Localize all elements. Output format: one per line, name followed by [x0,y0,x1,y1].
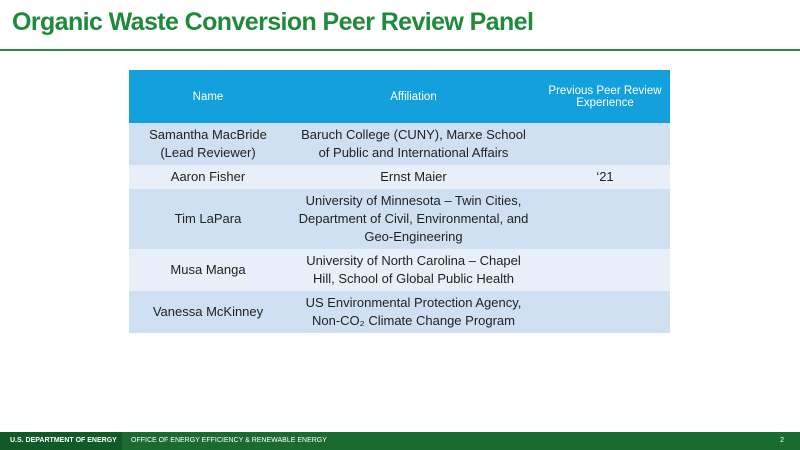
cell-experience [540,291,670,333]
office: OFFICE OF ENERGY EFFICIENCY & RENEWABLE … [131,437,327,444]
cell-affiliation: University of Minnesota – Twin Cities, D… [287,189,540,249]
column-header: Name [129,70,287,123]
cell-experience [540,249,670,291]
table-row: Aaron Fisher Ernst Maier ‘21 [129,165,670,189]
page-number: 2 [780,437,784,444]
panel-table: Name Affiliation Previous Peer Review Expe… [129,70,670,333]
cell-name: Aaron Fisher [129,165,287,189]
cell-name: Tim LaPara [129,189,287,249]
cell-experience [540,123,670,165]
table-row: Samantha MacBride (Lead Reviewer) Baruch … [129,123,670,165]
title-rule [0,49,800,51]
table-row: Tim LaPara University of Minnesota – Twin… [129,189,670,249]
cell-affiliation: Baruch College (CUNY), Marxe School of P… [287,123,540,165]
agency: U.S. DEPARTMENT OF ENERGY [10,437,117,444]
cell-experience [540,189,670,249]
footer: U.S. DEPARTMENT OF ENERGY OFFICE OF ENER… [0,432,800,450]
table-row: Vanessa McKinney US Environmental Protect… [129,291,670,333]
agency-box [0,432,122,450]
cell-affiliation: University of North Carolina – Chapel Hi… [287,249,540,291]
column-header: Previous Peer Review Experience [540,70,670,123]
table-row: Musa Manga University of North Carolina –… [129,249,670,291]
cell-name: Musa Manga [129,249,287,291]
cell-affiliation: US Environmental Protection Agency, Non-… [287,291,540,333]
cell-name: Vanessa McKinney [129,291,287,333]
cell-name: Samantha MacBride (Lead Reviewer) [129,123,287,165]
column-header: Affiliation [287,70,540,123]
cell-experience: ‘21 [540,165,670,189]
table-body: Samantha MacBride (Lead Reviewer) Baruch … [129,123,670,333]
cell-affiliation: Ernst Maier [287,165,540,189]
slide-title: Organic Waste Conversion Peer Review Pan… [12,8,534,36]
header-row: Name Affiliation Previous Peer Review Expe… [129,70,670,123]
